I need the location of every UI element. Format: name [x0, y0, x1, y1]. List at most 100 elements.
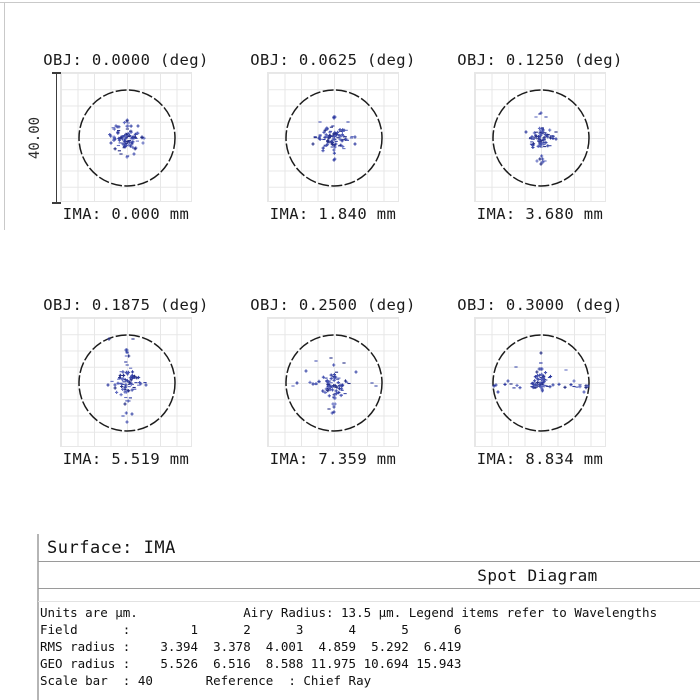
spot-marker	[542, 137, 546, 141]
spot-plot-5	[267, 317, 399, 447]
spot-marker	[324, 387, 328, 391]
spot-marker	[131, 140, 135, 144]
spot-cluster-svg-6	[492, 334, 590, 432]
spot-marker	[332, 134, 336, 138]
reference-circle	[492, 89, 590, 187]
spot-marker	[106, 383, 110, 387]
spot-marker	[124, 383, 128, 387]
spot-marker	[109, 141, 113, 145]
spot-marker	[124, 390, 129, 394]
spot-marker	[344, 137, 348, 141]
spot-marker	[330, 142, 334, 146]
spot-marker	[326, 139, 330, 143]
spot-marker	[540, 387, 544, 391]
spot-marker	[496, 390, 500, 394]
spot-marker	[492, 384, 496, 388]
spot-marker	[494, 383, 498, 387]
spot-marker	[538, 373, 542, 377]
spot-marker	[323, 390, 327, 394]
spot-marker	[332, 158, 336, 162]
spot-marker	[118, 373, 122, 377]
spot-marker	[332, 378, 336, 382]
stats-line-rms: RMS radius : 3.394 3.378 4.001 4.859 5.2…	[40, 639, 462, 654]
spot-plot-6	[474, 317, 606, 447]
spot-marker	[122, 121, 126, 125]
window-top-border	[0, 2, 700, 3]
spot-marker	[329, 377, 333, 381]
spot-cluster-svg-5	[285, 334, 383, 432]
spot-marker	[533, 375, 537, 379]
spot-marker	[109, 134, 113, 138]
stats-line-units: Units are µm. Airy Radius: 13.5 µm. Lege…	[40, 605, 658, 620]
spot-plot-3	[474, 72, 606, 202]
scale-bar-top-tick	[51, 72, 61, 74]
reference-circle	[78, 334, 176, 432]
spot-marker	[569, 383, 573, 387]
spot-marker	[136, 131, 140, 135]
spot-marker	[551, 383, 555, 387]
footer-left-border	[37, 534, 39, 700]
spot-marker	[125, 379, 129, 383]
spot-marker	[338, 384, 342, 388]
spot-marker	[539, 162, 543, 166]
spot-marker	[506, 379, 510, 383]
spot-marker	[323, 135, 327, 140]
spot-marker	[122, 373, 126, 377]
spot-marker	[125, 350, 129, 354]
spot-marker	[333, 145, 337, 149]
spot-marker	[543, 132, 547, 137]
spot-marker	[130, 370, 135, 374]
spot-marker	[120, 378, 125, 382]
spot-marker	[113, 386, 117, 390]
spot-marker	[130, 412, 134, 416]
panel-label-ima-3: IMA: 3.680 mm	[476, 205, 604, 223]
spot-marker	[125, 155, 129, 159]
spot-marker	[326, 380, 330, 384]
spot-marker	[541, 378, 546, 382]
spot-marker	[563, 385, 567, 389]
panel-label-ima-4: IMA: 5.519 mm	[62, 450, 190, 468]
spot-marker	[116, 381, 120, 385]
spot-marker	[127, 380, 131, 384]
spot-marker	[140, 136, 144, 140]
spot-marker	[113, 147, 117, 151]
panel-title-obj-1: OBJ: 0.0000 (deg)	[43, 51, 209, 69]
spot-marker	[542, 141, 546, 145]
spot-marker	[112, 127, 116, 131]
panel-title-obj-3: OBJ: 0.1250 (deg)	[457, 51, 623, 69]
spot-marker	[330, 139, 334, 143]
spot-marker	[112, 135, 116, 139]
spot-marker	[354, 370, 358, 374]
stats-line-geo: GEO radius : 5.526 6.516 8.588 11.975 10…	[40, 656, 462, 671]
spot-marker	[518, 386, 522, 390]
spot-marker	[539, 139, 543, 143]
spot-marker	[540, 127, 544, 131]
spot-marker	[537, 135, 541, 139]
panel-label-ima-2: IMA: 1.840 mm	[269, 205, 397, 223]
spot-marker	[341, 383, 345, 387]
spot-marker	[541, 130, 545, 134]
spot-marker	[318, 134, 322, 138]
spot-marker	[115, 390, 119, 394]
spot-marker	[326, 389, 330, 393]
spot-marker	[120, 384, 124, 389]
spot-marker	[548, 128, 552, 132]
spot-plot-2	[267, 72, 399, 202]
spot-marker	[325, 127, 329, 131]
spot-marker	[332, 372, 336, 377]
spot-marker	[532, 131, 536, 135]
panel-label-ima-6: IMA: 8.834 mm	[476, 450, 604, 468]
reference-circle	[285, 334, 383, 432]
spot-marker	[321, 146, 325, 150]
reference-circle	[285, 89, 383, 187]
spot-marker	[353, 142, 357, 146]
spot-marker	[515, 383, 519, 387]
spot-marker	[578, 385, 582, 389]
spot-marker	[136, 124, 140, 128]
spot-marker	[322, 130, 326, 134]
spot-marker	[317, 379, 321, 383]
spot-marker	[135, 376, 139, 380]
spot-marker	[330, 411, 334, 415]
spot-marker	[554, 137, 558, 141]
